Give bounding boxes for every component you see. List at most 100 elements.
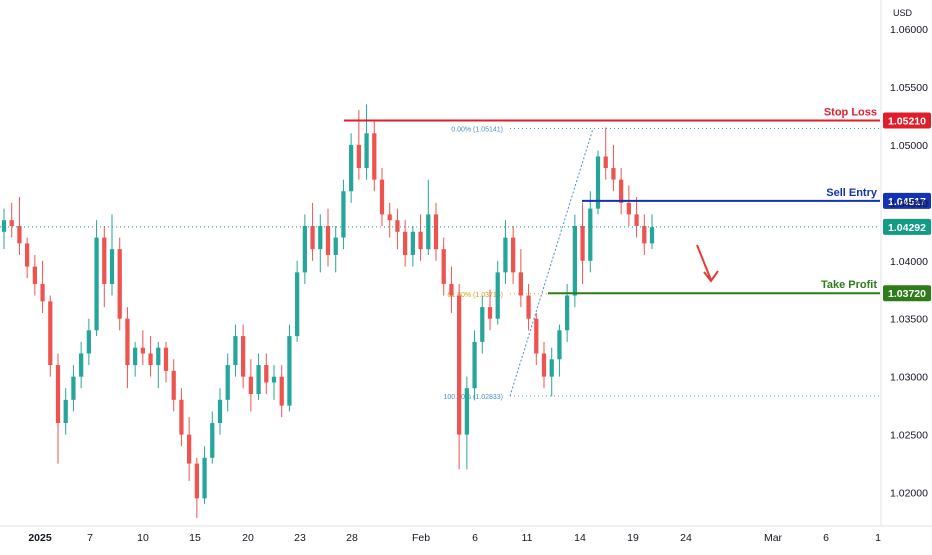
candle bbox=[171, 359, 176, 412]
price-tick-label: 1.05000 bbox=[890, 140, 928, 152]
price-tick-label: 1.02000 bbox=[890, 488, 928, 500]
candle-body bbox=[125, 318, 130, 366]
candle bbox=[387, 202, 392, 238]
candle bbox=[125, 307, 130, 389]
candle-body bbox=[1, 220, 7, 232]
candle bbox=[457, 283, 462, 470]
time-tick-label: 28 bbox=[346, 532, 358, 544]
price-axis[interactable]: 1.06000 1.05500 1.05000 1.04500 1.04000 1.035… bbox=[880, 0, 928, 525]
candle-body bbox=[109, 249, 115, 284]
candle-body bbox=[310, 225, 315, 250]
candle bbox=[588, 191, 593, 273]
candle-body bbox=[511, 237, 516, 273]
candle bbox=[433, 202, 439, 261]
time-axis[interactable]: 2025 7 10 15 20 23 28 Feb 6 11 14 19 24 Mar 6 1 bbox=[0, 525, 932, 544]
candle-body bbox=[318, 225, 323, 250]
candle bbox=[163, 341, 169, 383]
candles bbox=[1, 104, 655, 519]
candle bbox=[349, 133, 354, 203]
candle-body bbox=[248, 376, 253, 395]
candle bbox=[495, 260, 500, 325]
candle-body bbox=[32, 266, 37, 284]
candle bbox=[264, 353, 269, 395]
fib-label-100: 100.00% (1.02833) bbox=[443, 394, 503, 401]
candle-body bbox=[565, 295, 570, 331]
candle-body bbox=[379, 179, 385, 215]
candle-body bbox=[595, 156, 601, 209]
candle-body bbox=[472, 341, 477, 389]
candle-body bbox=[410, 231, 415, 255]
candle bbox=[464, 376, 469, 470]
candle-body bbox=[241, 336, 246, 377]
candle bbox=[109, 214, 115, 296]
candle-body bbox=[349, 144, 354, 192]
candle bbox=[611, 144, 616, 192]
price-tick-label: 1.04000 bbox=[890, 256, 928, 268]
sell-entry-price-badge bbox=[883, 192, 931, 209]
time-tick-label: 6 bbox=[823, 532, 829, 544]
candle bbox=[179, 388, 184, 447]
price-tick-label: 1.03500 bbox=[890, 314, 928, 326]
price-tick-label: 1.06000 bbox=[890, 24, 928, 36]
candle bbox=[295, 260, 300, 342]
candle-body bbox=[426, 214, 431, 250]
candle-body bbox=[603, 156, 608, 169]
candle bbox=[603, 127, 608, 180]
candle-body bbox=[256, 365, 261, 395]
candle-body bbox=[325, 225, 331, 255]
candle bbox=[518, 249, 523, 308]
candle bbox=[40, 260, 45, 313]
candle-body bbox=[271, 376, 277, 383]
candle-body bbox=[102, 237, 107, 284]
candle bbox=[379, 168, 385, 226]
fib-trend-line bbox=[509, 128, 594, 397]
candle bbox=[511, 225, 516, 284]
candle-body bbox=[17, 225, 22, 244]
candle-body bbox=[202, 457, 207, 499]
candle bbox=[140, 330, 145, 366]
candle bbox=[1, 208, 7, 250]
candle bbox=[217, 388, 223, 435]
candle-body bbox=[356, 144, 361, 169]
candle-body bbox=[449, 283, 454, 296]
candle-body bbox=[619, 179, 624, 203]
candle-body bbox=[364, 133, 369, 169]
candle bbox=[626, 185, 631, 226]
sell-entry-price-text: 1.04517 bbox=[888, 196, 926, 208]
candle-body bbox=[187, 434, 192, 464]
candle bbox=[102, 225, 107, 308]
candle bbox=[449, 266, 454, 313]
candle-body bbox=[71, 376, 76, 400]
time-tick-label: 24 bbox=[680, 532, 692, 544]
time-tick-label: 10 bbox=[137, 532, 149, 544]
candle bbox=[364, 104, 369, 180]
price-tick-label: 1.02500 bbox=[890, 430, 928, 442]
fib-label-618: 61.80% (1.03715) bbox=[447, 292, 503, 299]
candle bbox=[619, 168, 624, 215]
candle bbox=[318, 214, 323, 273]
candle-body bbox=[341, 191, 346, 238]
time-tick-label: Mar bbox=[764, 532, 783, 544]
candle-body bbox=[233, 336, 238, 366]
candle bbox=[187, 417, 192, 481]
candle bbox=[32, 254, 37, 296]
candle-body bbox=[9, 220, 14, 226]
candle-body bbox=[634, 214, 639, 226]
time-tick-label: 6 bbox=[472, 532, 478, 544]
candle-body bbox=[133, 347, 138, 366]
candle bbox=[86, 318, 91, 366]
candle-body bbox=[279, 376, 284, 406]
sell-arrow-icon bbox=[696, 244, 712, 281]
candle-body bbox=[457, 295, 462, 435]
candle-body bbox=[588, 208, 593, 261]
take-profit-price-text: 1.03720 bbox=[888, 288, 926, 300]
candle-body bbox=[387, 214, 392, 221]
candle-body bbox=[480, 307, 485, 342]
candle-body bbox=[302, 225, 307, 273]
candle bbox=[325, 208, 331, 267]
candle bbox=[133, 341, 138, 377]
time-tick-label: 23 bbox=[294, 532, 306, 544]
trade-levels: Stop Loss 1.05210 Sell Entry 1.04517 Take Pr… bbox=[0, 107, 931, 302]
candle-body bbox=[225, 365, 230, 400]
